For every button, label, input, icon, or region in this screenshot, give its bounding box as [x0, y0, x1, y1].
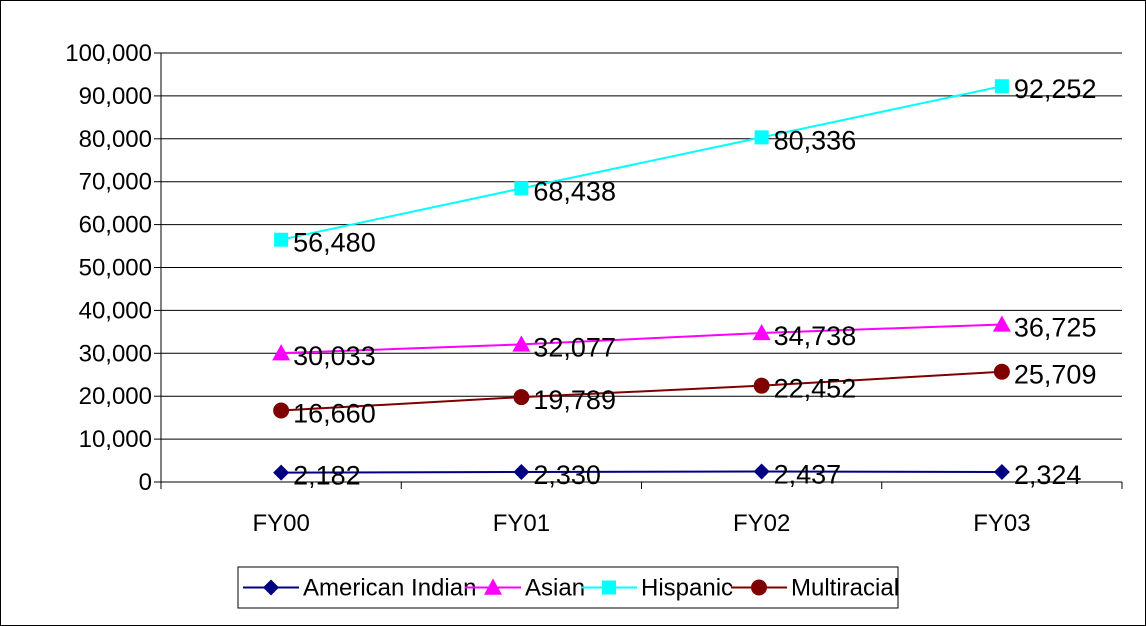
point-american-indian — [273, 464, 290, 481]
x-tick-label: FY02 — [733, 510, 790, 537]
series-line-american-indian — [281, 470, 1002, 474]
data-label-asian: 32,077 — [533, 332, 616, 362]
legend-label-american-indian: American Indian — [303, 575, 476, 602]
legend-label-hispanic: Hispanic — [641, 575, 733, 602]
y-tick-label: 10,000 — [79, 426, 152, 453]
point-american-indian — [993, 464, 1010, 481]
axes — [154, 52, 1123, 489]
point-asian — [752, 323, 771, 341]
data-label-multiracial: 25,709 — [1014, 360, 1097, 390]
y-tick-label: 70,000 — [79, 169, 152, 196]
y-tick-label: 20,000 — [79, 383, 152, 410]
y-tick-label: 90,000 — [79, 83, 152, 110]
legend-marker-hispanic — [602, 580, 616, 595]
y-tick-label: 60,000 — [79, 212, 152, 239]
point-hispanic — [274, 232, 289, 247]
data-label-asian: 36,725 — [1014, 312, 1097, 342]
y-tick-label: 30,000 — [79, 340, 152, 367]
series-line-hispanic — [280, 85, 1003, 241]
data-label-hispanic: 80,336 — [774, 125, 857, 155]
point-multiracial — [273, 402, 290, 419]
data-label-asian: 30,033 — [293, 341, 376, 371]
point-american-indian — [753, 463, 770, 480]
data-label-multiracial: 19,789 — [533, 385, 616, 415]
y-tick-label: 40,000 — [79, 297, 152, 324]
legend-marker-american-indian — [263, 579, 279, 596]
legend-label-asian: Asian — [525, 575, 585, 602]
y-tick-labels: 0 10,000 20,000 30,000 40,000 50,000 60,000 70,… — [65, 40, 152, 496]
x-tick-label: FY03 — [973, 510, 1030, 537]
point-multiracial — [993, 363, 1010, 380]
legend-marker-asian — [484, 578, 502, 595]
data-label-multiracial: 16,660 — [293, 399, 376, 429]
data-label-hispanic: 56,480 — [293, 228, 376, 258]
data-label-multiracial: 22,452 — [774, 374, 857, 404]
legend-marker-multiracial — [751, 579, 767, 596]
y-tick-label: 50,000 — [79, 255, 152, 282]
data-label-american-indian: 2,182 — [293, 461, 361, 491]
series-line-multiracial — [281, 370, 1002, 412]
point-hispanic — [514, 181, 529, 196]
point-multiracial — [753, 377, 770, 394]
data-label-asian: 34,738 — [774, 321, 857, 351]
series-line-asian — [281, 323, 1002, 355]
point-hispanic — [994, 79, 1009, 94]
y-tick-label: 100,000 — [65, 40, 152, 67]
point-multiracial — [513, 389, 530, 406]
data-label-hispanic: 68,438 — [533, 176, 616, 206]
point-asian — [992, 315, 1011, 332]
data-label-american-indian: 2,330 — [533, 460, 601, 490]
series — [272, 79, 1011, 481]
legend-box — [237, 566, 899, 609]
data-label-american-indian: 2,324 — [1014, 460, 1082, 490]
y-tick-label: 0 — [139, 469, 152, 496]
point-asian — [272, 344, 291, 361]
point-hispanic — [754, 130, 769, 145]
point-american-indian — [513, 464, 530, 481]
x-tick-label: FY01 — [493, 510, 550, 537]
legend: American Indian Asian Hispanic Multiracial — [237, 566, 899, 609]
legend-label-multiracial: Multiracial — [791, 575, 899, 602]
gridlines — [161, 52, 1122, 440]
data-labels: 2,182 2,330 2,437 2,324 30,033 32,077 34,738 36… — [293, 74, 1096, 490]
data-label-american-indian: 2,437 — [774, 460, 842, 490]
point-asian — [512, 335, 531, 352]
x-tick-label: FY00 — [252, 510, 309, 537]
data-label-hispanic: 92,252 — [1014, 74, 1097, 104]
x-tick-labels: FY00 FY01 FY02 FY03 — [252, 510, 1030, 537]
y-tick-label: 80,000 — [79, 126, 152, 153]
